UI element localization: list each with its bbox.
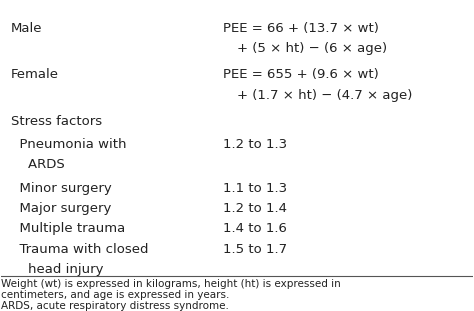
Text: centimeters, and age is expressed in years.: centimeters, and age is expressed in yea… [1, 290, 230, 300]
Text: 1.2 to 1.3: 1.2 to 1.3 [223, 138, 287, 151]
Text: 1.2 to 1.4: 1.2 to 1.4 [223, 202, 287, 215]
Text: 1.5 to 1.7: 1.5 to 1.7 [223, 243, 287, 256]
Text: head injury: head injury [11, 263, 103, 276]
Text: Male: Male [11, 22, 42, 35]
Text: Stress factors: Stress factors [11, 115, 102, 128]
Text: Minor surgery: Minor surgery [11, 182, 111, 195]
Text: Weight (wt) is expressed in kilograms, height (ht) is expressed in: Weight (wt) is expressed in kilograms, h… [1, 279, 341, 289]
Text: + (5 × ht) − (6 × age): + (5 × ht) − (6 × age) [237, 42, 387, 55]
Text: 1.1 to 1.3: 1.1 to 1.3 [223, 182, 287, 195]
Text: PEE = 66 + (13.7 × wt): PEE = 66 + (13.7 × wt) [223, 22, 379, 35]
Text: + (1.7 × ht) − (4.7 × age): + (1.7 × ht) − (4.7 × age) [237, 89, 412, 102]
Text: ARDS, acute respiratory distress syndrome.: ARDS, acute respiratory distress syndrom… [1, 301, 229, 311]
Text: Trauma with closed: Trauma with closed [11, 243, 148, 256]
Text: Pneumonia with: Pneumonia with [11, 138, 126, 151]
Text: Female: Female [11, 68, 59, 81]
Text: PEE = 655 + (9.6 × wt): PEE = 655 + (9.6 × wt) [223, 68, 379, 81]
Text: Major surgery: Major surgery [11, 202, 111, 215]
Text: ARDS: ARDS [11, 158, 64, 171]
Text: Multiple trauma: Multiple trauma [11, 222, 125, 235]
Text: 1.4 to 1.6: 1.4 to 1.6 [223, 222, 287, 235]
